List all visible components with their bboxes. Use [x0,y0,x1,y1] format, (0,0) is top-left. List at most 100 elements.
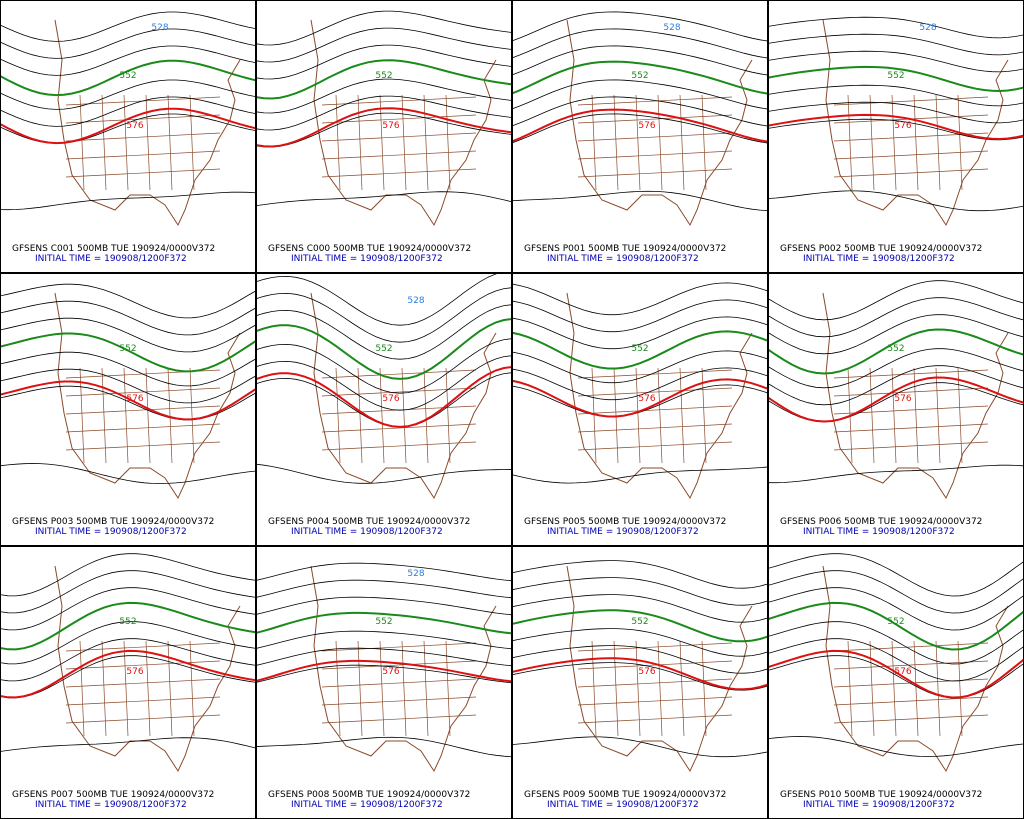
coastline [310,565,497,773]
panel-init: INITIAL TIME = 190908/1200F372 [291,527,443,537]
height-contour [769,638,1023,682]
contour-552 [769,328,1023,375]
height-contour [1,570,255,614]
height-contour [1,368,255,404]
coastline [54,292,241,500]
panel-title: GFSENS C001 500MB TUE 190924/0000V372 [12,244,215,254]
state-lines [321,640,477,737]
contour-label: 576 [126,394,143,404]
panel-init: INITIAL TIME = 190908/1200F372 [35,254,187,264]
contour-576 [769,113,1023,141]
contour-lower [769,464,1023,484]
contour-label: 576 [382,121,399,131]
panel-init: INITIAL TIME = 190908/1200F372 [35,527,187,537]
panel-border [768,0,1024,273]
contour-552 [257,318,511,380]
contour-label: 552 [887,344,904,354]
height-contour [769,655,1023,699]
height-contour [513,628,767,657]
contour-label: 576 [638,394,655,404]
panel-title: GFSENS P002 500MB TUE 190924/0000V372 [780,244,982,254]
coastline [310,19,497,227]
height-contour [257,274,498,326]
contour-label: 552 [887,617,904,627]
map-content: 552 576 [1,553,255,773]
contour-lower [1,191,255,211]
contour-552 [257,59,511,100]
height-contour [513,282,767,316]
panel-border [0,0,256,273]
panel-title: GFSENS P001 500MB TUE 190924/0000V372 [524,244,726,254]
height-contour [769,280,1023,321]
panel-border [256,546,512,819]
contour-label: 576 [894,121,911,131]
panel-border [0,546,256,819]
state-lines [577,640,733,737]
panel-title: GFSENS P007 500MB TUE 190924/0000V372 [12,790,214,800]
height-contour [769,297,1023,338]
contour-label: 552 [631,71,648,81]
map-panel: 552 576 GFSENS P005 500MB TUE 190924/0000V… [512,273,768,546]
panel-init: INITIAL TIME = 190908/1200F372 [547,800,699,810]
coastline [822,19,1009,227]
map-panel: 552 576 GFSENS P003 500MB TUE 190924/0000V… [0,273,256,546]
height-contour [257,664,511,684]
map-content: 552 576 528 [257,562,511,773]
height-contour [513,113,767,144]
state-lines [833,640,989,737]
contour-label: 552 [631,617,648,627]
contour-label: 528 [663,23,680,33]
height-contour [513,367,767,401]
contour-lower [257,191,511,206]
panel-title: GFSENS P006 500MB TUE 190924/0000V372 [780,517,982,527]
contour-576 [1,380,255,421]
contour-label: 552 [119,617,136,627]
contour-576 [1,649,255,699]
coastline [310,292,497,500]
panel-title: GFSENS P009 500MB TUE 190924/0000V372 [524,790,726,800]
height-contour [769,84,1023,107]
height-contour [1,587,255,631]
map-panel: 552 576 GFSENS P010 500MB TUE 190924/0000V… [768,546,1024,819]
panel-init: INITIAL TIME = 190908/1200F372 [803,527,955,537]
height-contour [513,560,767,589]
contour-label: 576 [382,667,399,677]
panel-init: INITIAL TIME = 190908/1200F372 [803,800,955,810]
height-contour [1,283,255,319]
contour-label: 552 [119,71,136,81]
height-contour [769,314,1023,355]
height-contour [257,338,511,394]
contour-label: 576 [638,121,655,131]
height-contour [1,45,255,76]
height-contour [1,96,255,127]
panel-title: GFSENS P003 500MB TUE 190924/0000V372 [12,517,214,527]
map-content: 552 576 [1,283,255,500]
contour-label: 552 [375,71,392,81]
height-contour [769,553,1023,597]
panel-border [768,273,1024,546]
contour-label: 528 [151,23,168,33]
map-content: 552 576 528 [257,274,511,500]
height-contour [257,27,511,63]
height-contour [257,355,511,411]
map-panel: 552 576 528 GFSENS P001 500MB TUE 190924/00… [512,0,768,273]
height-contour [513,96,767,127]
contour-lower [257,463,511,484]
panel-title: GFSENS P004 500MB TUE 190924/0000V372 [268,517,470,527]
contour-label: 576 [894,667,911,677]
height-contour [769,365,1023,406]
coastline [566,19,753,227]
height-contour [1,28,255,59]
height-contour [1,317,255,353]
map-content: 552 576 [513,560,767,773]
coastline [54,565,241,773]
panel-init: INITIAL TIME = 190908/1200F372 [291,800,443,810]
height-contour [513,645,767,674]
contour-label: 576 [126,667,143,677]
height-contour [513,316,767,350]
height-contour [1,385,255,421]
height-contour [513,11,767,42]
contour-lower [257,736,511,758]
contour-552 [769,601,1023,651]
height-contour [513,577,767,606]
